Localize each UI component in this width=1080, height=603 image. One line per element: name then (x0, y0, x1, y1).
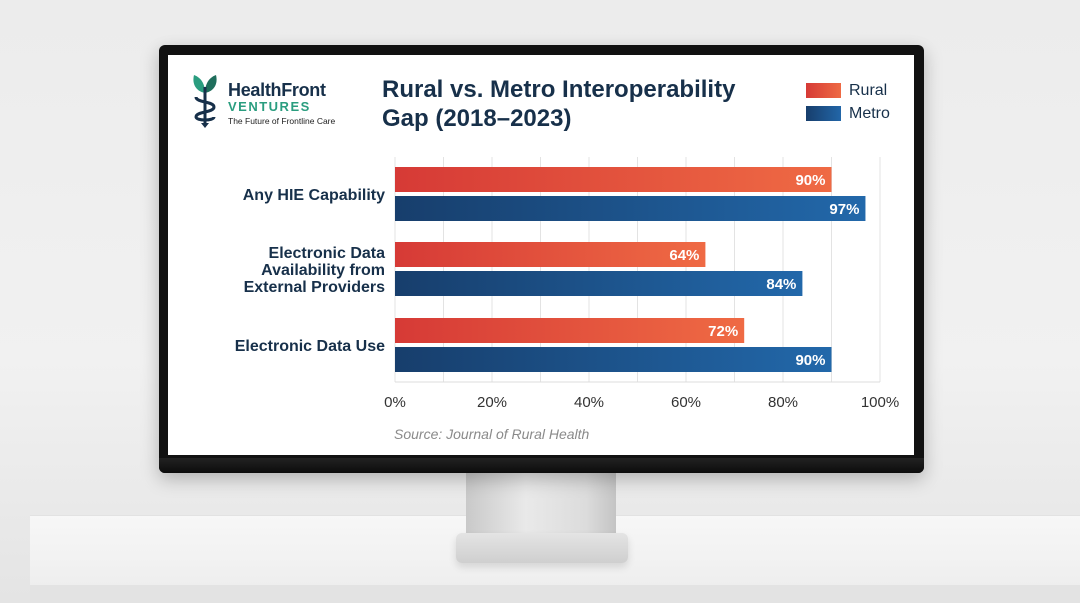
data-label: 90% (795, 352, 825, 369)
chart-title-line: Rural vs. Metro Interoperability (382, 76, 736, 103)
category-label: Availability from (261, 262, 385, 279)
desk-edge (30, 585, 1080, 603)
data-label: 64% (669, 247, 699, 264)
monitor-chin (159, 458, 924, 473)
bar-rural (395, 242, 706, 267)
chart-title: Rural vs. Metro Interoperability Gap (20… (382, 75, 735, 133)
data-label: 90% (795, 172, 825, 189)
x-tick-label: 80% (768, 394, 798, 411)
legend-swatch-rural (806, 83, 841, 98)
category-label: External Providers (244, 279, 386, 296)
monitor-stand (466, 472, 616, 542)
source-note: Source: Journal of Rural Health (394, 426, 590, 442)
legend-label-metro: Metro (849, 104, 890, 122)
x-tick-label: 60% (671, 394, 701, 411)
bar-metro (395, 271, 803, 296)
monitor-base (456, 533, 628, 563)
legend-label-rural: Rural (849, 81, 888, 99)
legend: Rural Metro (806, 79, 890, 125)
category-label: Any HIE Capability (243, 187, 385, 204)
bar-metro (395, 196, 866, 221)
category-label: Electronic Data (269, 245, 386, 262)
brand-tagline: The Future of Frontline Care (228, 116, 336, 126)
data-label: 72% (708, 323, 738, 340)
x-tick-label: 100% (861, 394, 899, 411)
brand-sub: VENTURES (228, 99, 311, 114)
bar-chart: 0% 20% 40% 60% 80% 100%90%97%Any HIE Capabili… (235, 157, 899, 411)
monitor-screen: HealthFront VENTURES The Future of Front… (168, 55, 914, 455)
legend-item-metro: Metro (806, 102, 890, 125)
bar-rural (395, 318, 745, 343)
category-label: Electronic Data Use (235, 338, 385, 355)
bar-rural (395, 167, 832, 192)
brand-name: HealthFront (228, 80, 326, 100)
data-label: 84% (766, 276, 796, 293)
logo: HealthFront VENTURES The Future of Front… (190, 73, 335, 129)
caduceus-leaf-icon (193, 75, 217, 128)
x-tick-label: 20% (477, 394, 507, 411)
legend-swatch-metro (806, 106, 841, 121)
data-label: 97% (829, 201, 859, 218)
x-tick-label: 0% (384, 394, 406, 411)
chart-title-line: Gap (2018–2023) (382, 105, 572, 132)
bar-metro (395, 347, 832, 372)
legend-item-rural: Rural (806, 79, 890, 102)
x-tick-label: 40% (574, 394, 604, 411)
